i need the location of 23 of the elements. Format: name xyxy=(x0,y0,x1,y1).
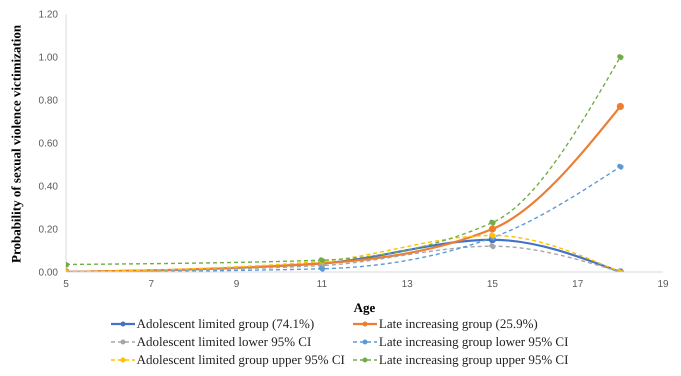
legend-label: Late increasing group (25.9%) xyxy=(378,316,538,332)
x-tick-label: 9 xyxy=(234,279,240,290)
x-tick-label: 17 xyxy=(572,279,584,290)
x-axis-title: Age xyxy=(354,300,376,315)
legend-label: Late increasing group lower 95% CI xyxy=(378,334,568,350)
x-tick-label: 7 xyxy=(148,279,155,290)
x-tick-label: 15 xyxy=(486,279,498,290)
x-tick-label: 13 xyxy=(402,279,414,290)
x-tick-label: 19 xyxy=(657,279,669,290)
legend-label: Adolescent limited lower 95% CI xyxy=(136,334,312,350)
y-tick-label: 1.20 xyxy=(38,10,58,21)
y-tick-label: 1.00 xyxy=(38,52,58,64)
y-tick-label: 0.80 xyxy=(38,96,58,107)
legend-label: Adolescent limited group upper 95% CI xyxy=(136,352,345,368)
legend-label: Late increasing group upper 95% CI xyxy=(378,352,568,368)
y-tick-label: 0.60 xyxy=(38,138,58,150)
x-tick-label: 5 xyxy=(63,279,70,290)
y-tick-label: 0.20 xyxy=(38,224,58,236)
x-tick-label: 11 xyxy=(316,279,328,290)
y-tick-label: 0.40 xyxy=(38,182,58,193)
legend-label: Adolescent limited group (74.1%) xyxy=(136,316,314,332)
y-axis-title: Probability of sexual violence victimization xyxy=(8,24,24,263)
y-tick-label: 0.00 xyxy=(38,268,58,279)
